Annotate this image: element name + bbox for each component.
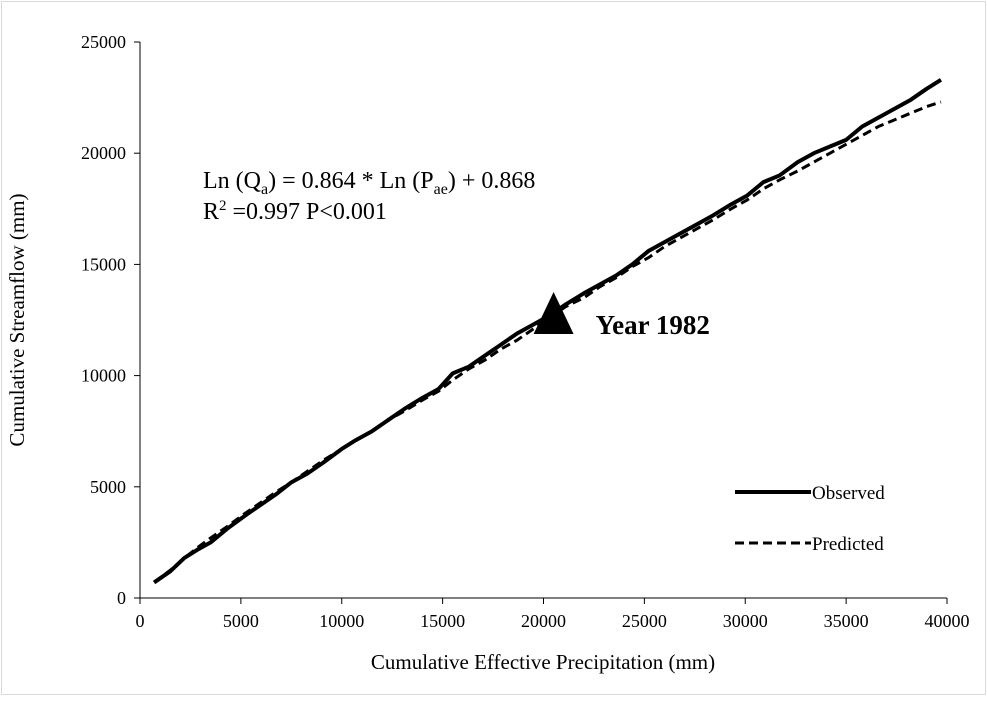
x-tick-label: 0 [136,611,145,631]
equation: Ln (Qa) = 0.864 * Ln (Pae) + 0.868 [203,168,535,198]
year-marker [533,292,574,334]
x-axis-title: Cumulative Effective Precipitation (mm) [371,650,715,674]
x-tick-label: 15000 [420,611,465,631]
legend-label: Predicted [812,534,884,555]
r-squared-superscript: 2 [219,198,227,214]
y-tick-label: 5000 [90,477,126,497]
x-tick-label: 25000 [622,611,667,631]
y-tick-label: 0 [117,588,126,608]
r-squared-part: =0.997 P<0.001 [227,199,387,225]
r-squared: R2 =0.997 P<0.001 [203,198,387,225]
equation-part: ) = 0.864 * Ln (P [268,168,434,194]
x-tick-label: 35000 [824,611,869,631]
r-squared-part: R [203,199,219,225]
equation-subscript: ae [434,181,448,198]
equation-part: ) + 0.868 [448,168,536,194]
x-tick-label: 40000 [925,611,970,631]
y-tick-label: 20000 [81,143,126,163]
year-marker-label: Year 1982 [596,310,710,340]
y-tick-label: 25000 [81,32,126,52]
equation-subscript: a [261,181,268,198]
x-tick-label: 20000 [521,611,566,631]
legend-label: Observed [812,483,885,504]
x-tick-label: 5000 [223,611,259,631]
y-tick-label: 15000 [81,254,126,274]
y-tick-label: 10000 [81,366,126,386]
x-tick-label: 10000 [319,611,364,631]
x-tick-label: 30000 [723,611,768,631]
y-axis-title: Cumulative Streamflow (mm) [5,193,29,446]
equation-part: Ln (Q [203,168,261,194]
